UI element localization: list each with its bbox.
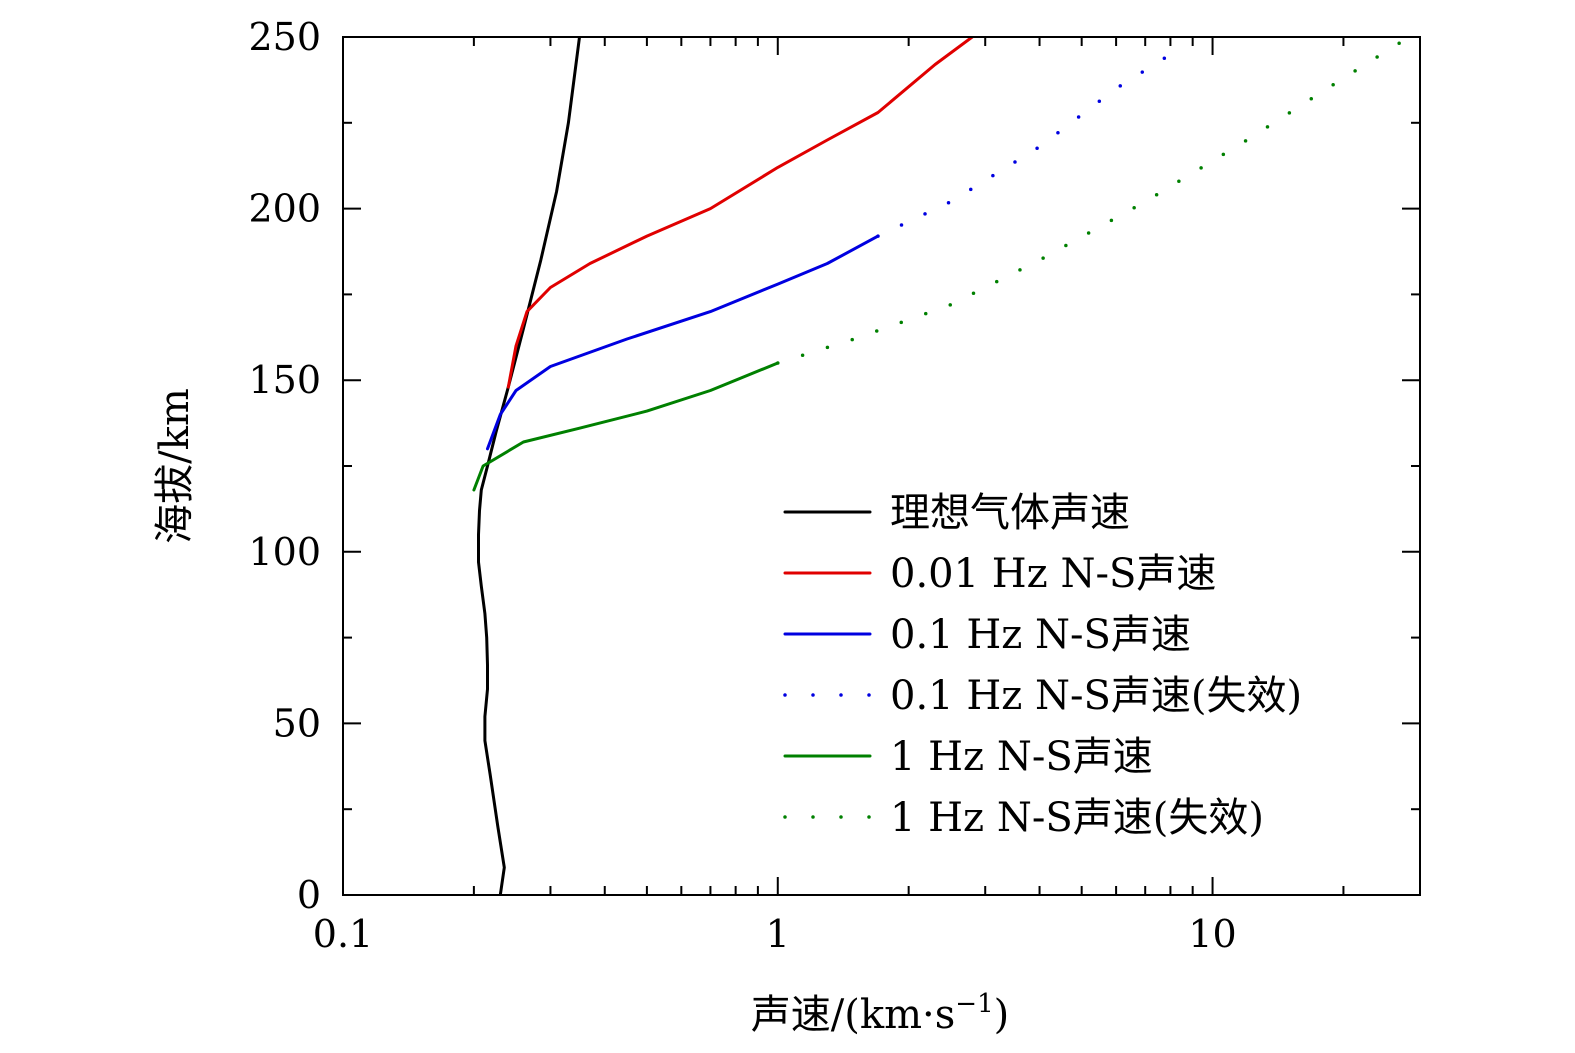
series-line-0 (477, 37, 581, 895)
legend-label: 1 Hz N-S声速 (890, 734, 1153, 780)
y-tick-label: 200 (248, 187, 321, 231)
y-axis-title: 海拔/km (152, 388, 198, 544)
y-tick-label: 100 (248, 530, 321, 574)
x-tick-label: 0.1 (313, 912, 373, 956)
legend: 理想气体声速 0.01 Hz N-S声速 0.1 Hz N-S声速 0.1 Hz N-… (783, 490, 1302, 841)
plot-frame (342, 36, 1421, 896)
x-axis-title: 声速/(km·s−1) (751, 989, 1009, 1038)
ticks-layer (342, 36, 1421, 896)
legend-label: 0.01 Hz N-S声速 (890, 551, 1216, 597)
y-tick-label: 0 (297, 873, 321, 917)
series-layer (472, 37, 1413, 895)
legend-label: 1 Hz N-S声速(失效) (890, 795, 1264, 841)
legend-label: 0.1 Hz N-S声速 (890, 612, 1191, 658)
x-tick-label: 10 (1188, 912, 1236, 956)
y-tick-label: 250 (248, 15, 321, 59)
series-line-2 (486, 234, 880, 451)
series-line-3 (876, 45, 1184, 238)
legend-label: 理想气体声速 (890, 490, 1130, 536)
series-line-1 (506, 37, 974, 389)
series-line-5 (776, 37, 1413, 365)
legend-label: 0.1 Hz N-S声速(失效) (890, 673, 1302, 719)
y-tick-label: 50 (273, 701, 321, 745)
series-line-4 (472, 361, 780, 492)
y-tick-label: 150 (248, 358, 321, 402)
x-tick-label: 1 (766, 912, 790, 956)
